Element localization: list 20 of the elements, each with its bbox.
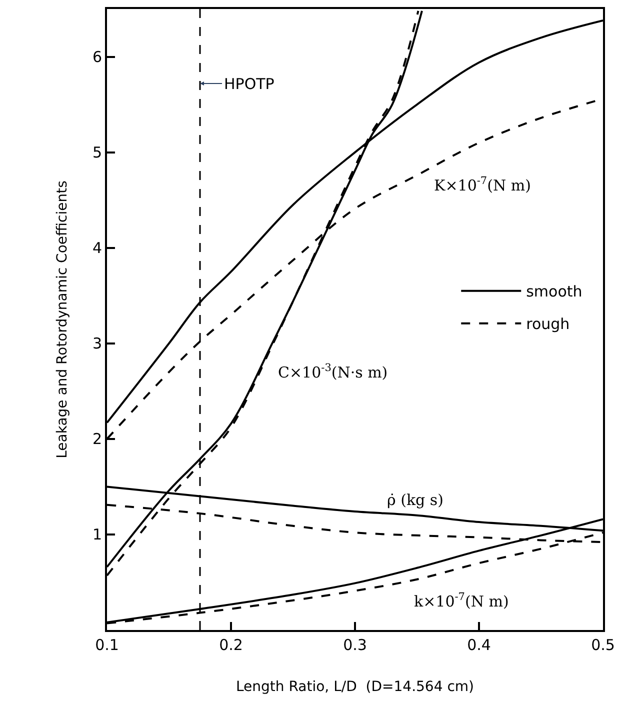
x-tick-label: 0.3 xyxy=(343,636,367,654)
annotation: K×10$^{-7}$(N m) xyxy=(434,175,531,194)
annotation: C×10$^{-3}$(N·s m) xyxy=(278,362,388,382)
y-axis-title: Leakage and Rotordynamic Coefficients xyxy=(54,180,71,458)
annotation: ρ̇ (kg s) xyxy=(387,491,444,509)
y-tick-label: 1 xyxy=(92,526,102,544)
y-tick-label: 6 xyxy=(92,48,102,66)
ref-line-label: HPOTP xyxy=(224,75,274,93)
x-tick-label: 0.5 xyxy=(591,636,615,654)
legend-label: rough xyxy=(526,315,570,334)
y-tick-label: 2 xyxy=(92,430,102,448)
y-tick-label: 5 xyxy=(92,144,102,162)
legend-label: smooth xyxy=(526,282,582,301)
x-axis-title: Length Ratio, L/D (D=14.564 cm) xyxy=(236,678,474,695)
x-tick-label: 0.1 xyxy=(95,636,119,654)
x-tick-label: 0.2 xyxy=(219,636,243,654)
y-tick-label: 3 xyxy=(92,334,102,353)
annotation: k×10$^{-7}$(N m) xyxy=(414,591,509,610)
x-tick-label: 0.4 xyxy=(467,636,491,654)
y-tick-label: 4 xyxy=(92,239,102,258)
